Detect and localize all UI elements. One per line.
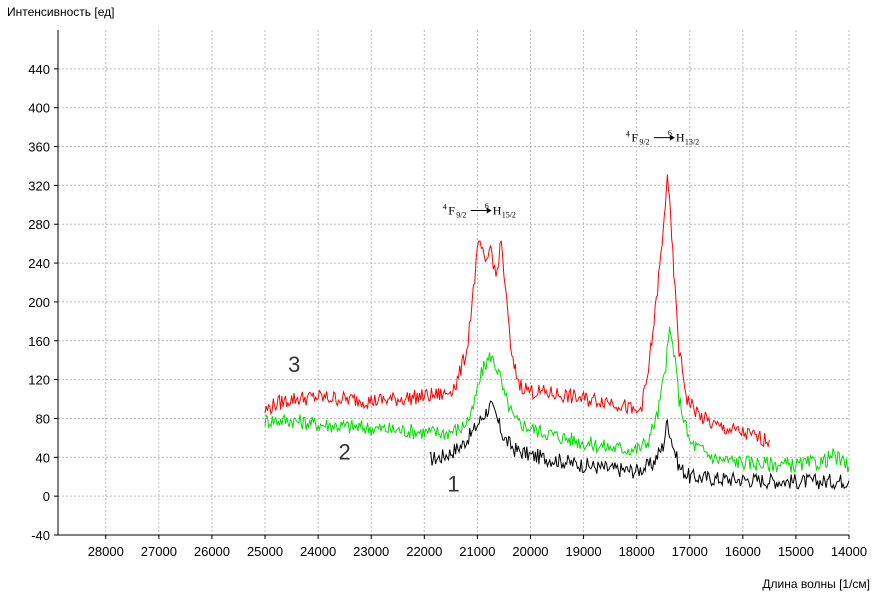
y-ticks: -40 0 40 80 120 160 200 240 280 320 360 400 440 [28, 62, 58, 543]
annotation-text: 6 [668, 129, 672, 138]
axes [57, 30, 849, 536]
arrow-head [669, 134, 675, 141]
annotation-text: 4 [626, 130, 630, 139]
annotation-text: 4 [443, 203, 447, 212]
x-tick-label: 23000 [353, 544, 389, 559]
x-tick-label: 20000 [512, 544, 548, 559]
x-tick-label: 19000 [565, 544, 601, 559]
x-tick-label: 27000 [141, 544, 177, 559]
arrow-head [486, 207, 492, 214]
annotation-text: 13/2 [685, 138, 699, 147]
curve-labels: 3 2 1 [288, 352, 460, 496]
curve-label: 3 [288, 352, 300, 377]
curve-label: 2 [339, 439, 351, 464]
series-line-2 [264, 326, 850, 473]
y-tick-label: 240 [28, 256, 50, 271]
x-tick-label: 21000 [459, 544, 495, 559]
annotation-text: F [448, 204, 455, 218]
x-ticks: 28000 27000 26000 25000 24000 23000 22000 21000… [88, 535, 867, 559]
y-tick-label: 40 [36, 450, 50, 465]
y-tick-label: 120 [28, 373, 50, 388]
x-tick-label: 15000 [778, 544, 814, 559]
y-tick-label: 160 [28, 334, 50, 349]
annotation-text: 6 [485, 202, 489, 211]
annotations: 4 F 9/26 H 15/24 F 9/26 H 13/2 [443, 129, 699, 220]
y-tick-label: 440 [28, 62, 50, 77]
x-tick-label: 22000 [406, 544, 442, 559]
series-line-1 [429, 400, 850, 491]
x-tick-label: 25000 [247, 544, 283, 559]
annotation-text: F [631, 131, 638, 145]
x-tick-label: 16000 [725, 544, 761, 559]
y-axis-label: Интенсивность [ед] [7, 5, 115, 19]
grid [58, 30, 850, 536]
annotation-text: H [676, 131, 685, 145]
y-tick-label: 80 [36, 411, 50, 426]
y-tick-label: 280 [28, 217, 50, 232]
y-tick-label: 0 [43, 489, 50, 504]
x-tick-label: 18000 [619, 544, 655, 559]
y-tick-label: 320 [28, 178, 50, 193]
x-axis-label: Длина волны [1/см] [762, 577, 870, 591]
annotation-text: H [493, 204, 502, 218]
x-tick-label: 24000 [300, 544, 336, 559]
annotation-text: 9/2 [639, 138, 649, 147]
x-tick-label: 17000 [672, 544, 708, 559]
x-tick-label: 28000 [88, 544, 124, 559]
annotation-text: 9/2 [456, 211, 466, 220]
y-tick-label: -40 [31, 528, 50, 543]
x-tick-label: 14000 [831, 544, 867, 559]
transition-annotation: 4 F 9/2 6 H 15/2 [443, 202, 516, 220]
series-group [264, 174, 850, 491]
transition-annotation: 4 F 9/2 6 H 13/2 [626, 129, 699, 147]
x-tick-label: 26000 [194, 544, 230, 559]
curve-label: 1 [447, 471, 459, 496]
y-tick-label: 360 [28, 140, 50, 155]
y-tick-label: 200 [28, 295, 50, 310]
series-line-3 [264, 174, 770, 448]
annotation-text: 15/2 [502, 211, 516, 220]
y-tick-label: 400 [28, 101, 50, 116]
